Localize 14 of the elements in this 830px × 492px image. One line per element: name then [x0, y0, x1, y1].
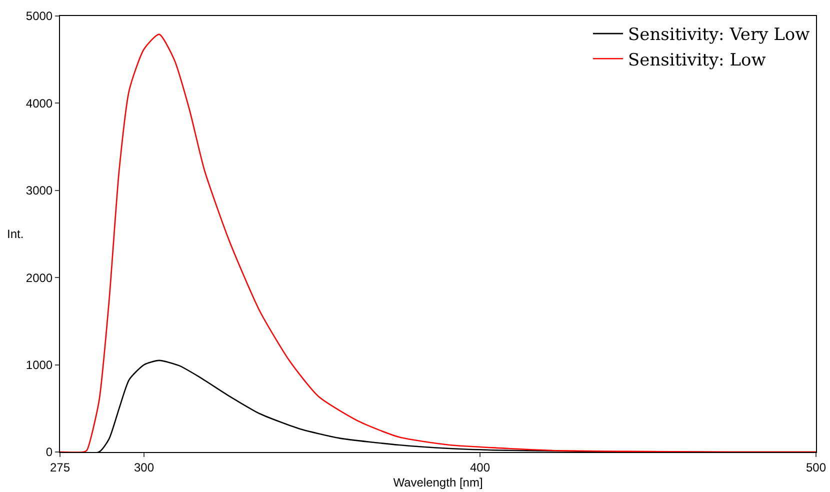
x-axis-title: Wavelength [nm] — [393, 475, 483, 490]
y-tick-label: 3000 — [26, 184, 53, 198]
y-tick-label: 1000 — [26, 358, 53, 372]
y-axis-title: Int. — [7, 227, 24, 241]
legend-label: Sensitivity: Low — [628, 50, 766, 70]
x-tick-label: 300 — [134, 460, 154, 474]
x-tick-label: 400 — [470, 460, 490, 474]
y-tick-label: 2000 — [26, 270, 53, 285]
x-tick-label: 275 — [50, 460, 70, 474]
legend-label: Sensitivity: Very Low — [628, 25, 810, 46]
y-tick-label: 0 — [46, 445, 53, 460]
y-tick-label: 4000 — [26, 96, 53, 110]
y-tick-label: 5000 — [26, 9, 53, 24]
x-tick-label: 500 — [806, 460, 826, 474]
